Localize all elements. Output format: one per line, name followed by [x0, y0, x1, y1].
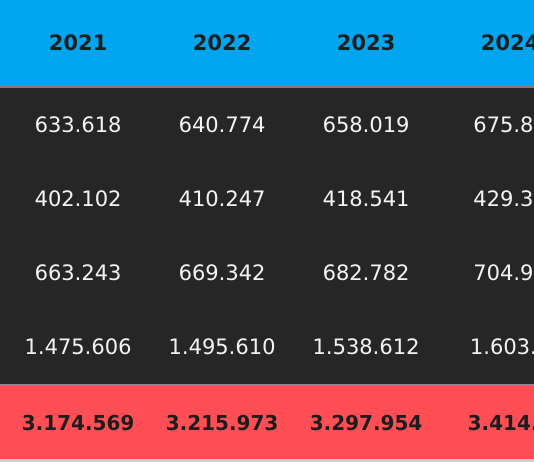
- table-cell: 704.97: [473, 261, 534, 285]
- table-cell: 658.019: [322, 113, 410, 137]
- table-cell: 410.247: [178, 187, 266, 211]
- total-cell: 3.215.973: [165, 410, 279, 435]
- table-cell: 663.243: [34, 261, 122, 285]
- table-row: 1.475.606 1.495.610 1.538.612 1.603.8: [0, 310, 534, 384]
- table-header-row: 2021 2022 2023 2024: [0, 0, 534, 88]
- table-cell: 1.538.612: [312, 335, 420, 359]
- table-cell: 675.82: [473, 113, 534, 137]
- total-cell: 3.174.569: [21, 410, 135, 435]
- total-cell: 3.297.954: [309, 410, 423, 435]
- table-cell: 640.774: [178, 113, 266, 137]
- table-bottom-border: [0, 459, 534, 462]
- header-cell-2024[interactable]: 2024: [480, 31, 534, 55]
- total-divider: [0, 384, 534, 386]
- table-cell: 682.782: [322, 261, 410, 285]
- table-cell: 429.38: [473, 187, 534, 211]
- table-row: 663.243 669.342 682.782 704.97: [0, 236, 534, 310]
- header-cell-2022[interactable]: 2022: [192, 31, 252, 55]
- table-row: 402.102 410.247 418.541 429.38: [0, 162, 534, 236]
- table-cell: 633.618: [34, 113, 122, 137]
- table-cell: 1.475.606: [24, 335, 132, 359]
- table-row: 633.618 640.774 658.019 675.82: [0, 88, 534, 162]
- table-cell: 669.342: [178, 261, 266, 285]
- header-cell-2023[interactable]: 2023: [336, 31, 396, 55]
- total-cell: 3.414.0: [467, 410, 534, 435]
- table-total-row: 3.174.569 3.215.973 3.297.954 3.414.0: [0, 386, 534, 459]
- table-cell: 1.495.610: [168, 335, 276, 359]
- header-cell-2021[interactable]: 2021: [48, 31, 108, 55]
- table-cell: 1.603.8: [469, 335, 534, 359]
- table-cell: 418.541: [322, 187, 410, 211]
- table-cell: 402.102: [34, 187, 122, 211]
